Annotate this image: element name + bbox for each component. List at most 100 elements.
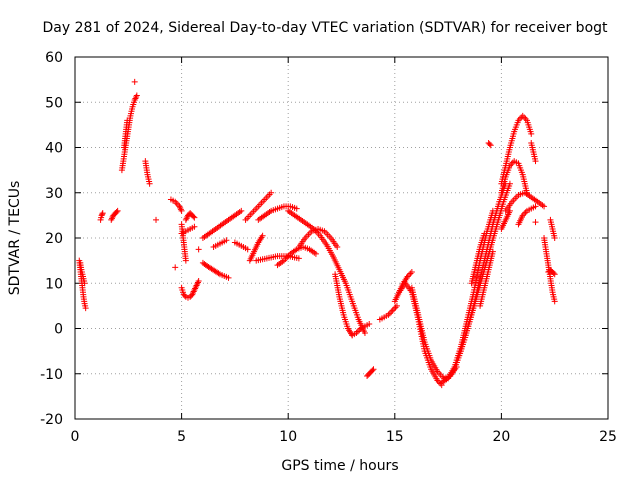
data-point — [182, 257, 189, 264]
data-point — [132, 95, 139, 102]
data-point — [388, 308, 395, 315]
data-point — [173, 200, 180, 207]
series-iso-5 — [532, 219, 539, 226]
plot-frame — [74, 56, 609, 420]
series-arc-h — [178, 277, 202, 301]
y-tick-label: -20 — [40, 412, 63, 428]
data-point — [238, 207, 245, 214]
series-arc-g — [178, 221, 189, 264]
data-point — [521, 114, 528, 121]
data-point — [532, 219, 539, 226]
series-arc-ai — [498, 112, 535, 187]
y-tick-labels: -20 -10 0 10 20 30 40 50 60 — [40, 50, 63, 428]
series-arc-d2 — [121, 117, 131, 151]
data-point — [408, 268, 415, 275]
data-point — [114, 207, 121, 214]
series-arc-aq — [547, 216, 558, 241]
x-tick-label: 5 — [177, 429, 186, 445]
data-point — [506, 180, 513, 187]
data-point — [133, 92, 140, 99]
data-point — [181, 292, 188, 299]
data-point — [334, 244, 341, 251]
data-point — [393, 302, 400, 309]
series-arc-m — [210, 237, 230, 251]
data-point — [391, 305, 398, 312]
series-arc-l — [199, 207, 245, 241]
data-point — [223, 237, 230, 244]
series-arc-al — [502, 189, 548, 214]
x-tick-labels: 0 5 10 15 20 25 — [71, 429, 617, 445]
series-arc-f — [167, 196, 185, 214]
series-arc-k — [199, 259, 232, 281]
series-arc-v — [332, 271, 356, 339]
y-tick-label: 50 — [45, 95, 63, 111]
data-point — [519, 112, 526, 119]
data-point — [293, 205, 300, 212]
y-axis-label: SDTVAR / TECUs — [7, 181, 23, 296]
series-iso-1 — [131, 78, 138, 85]
series-arc-ac — [438, 207, 496, 386]
chart-title: Day 281 of 2024, Sidereal Day-to-day VTE… — [42, 20, 608, 36]
series-arc-p — [246, 232, 266, 264]
data-point — [82, 305, 89, 312]
series-arc-n — [231, 239, 251, 253]
data-point — [532, 203, 539, 210]
data-point — [369, 367, 376, 374]
series-arc-c — [108, 207, 121, 223]
data-point — [131, 78, 138, 85]
series-arc-q — [253, 253, 302, 264]
y-tick-label: -10 — [40, 367, 63, 383]
data-point — [366, 320, 373, 327]
data-point — [295, 255, 302, 262]
data-point — [486, 141, 493, 148]
data-point — [551, 235, 558, 241]
series-iso-4 — [195, 246, 202, 253]
data-point — [215, 270, 222, 277]
series-arc-a — [76, 257, 89, 312]
series-arc-an — [515, 203, 539, 228]
series-arc-ag — [477, 248, 496, 309]
series-arc-ah — [485, 139, 494, 149]
data-point — [190, 213, 197, 220]
data-point — [195, 246, 202, 253]
series-iso-3 — [172, 264, 179, 271]
y-tick-label: 60 — [45, 50, 63, 66]
series-arc-aj — [528, 139, 539, 165]
series-arc-w — [349, 320, 373, 339]
data-point — [178, 207, 185, 214]
series-arc-x — [364, 366, 377, 380]
series-arc-d — [118, 92, 140, 174]
series-arc-u — [295, 225, 341, 251]
y-tick-label: 10 — [45, 276, 63, 292]
data-point — [259, 232, 266, 239]
data-point — [177, 206, 184, 213]
y-tick-label: 40 — [45, 141, 63, 157]
data-point — [389, 307, 396, 314]
data-point — [551, 298, 558, 305]
data-point — [99, 211, 106, 218]
x-axis-label: GPS time / hours — [281, 458, 398, 474]
data-point — [481, 230, 488, 237]
x-tick-label: 20 — [492, 429, 510, 445]
data-point — [191, 223, 198, 230]
series-arc-j — [178, 223, 198, 237]
data-point — [522, 209, 529, 216]
data-point — [541, 203, 548, 210]
data-point — [354, 328, 361, 335]
series-iso-2 — [153, 216, 160, 223]
axis-ticks — [74, 56, 609, 420]
data-point — [133, 93, 140, 100]
series-arc-e — [142, 158, 153, 187]
series-arc-af — [468, 230, 488, 287]
x-tick-label: 15 — [386, 429, 404, 445]
y-tick-label: 20 — [45, 231, 63, 247]
data-point — [506, 207, 513, 214]
series-arc-y — [376, 302, 400, 323]
data-point — [124, 117, 131, 124]
series-arc-ae — [455, 180, 513, 359]
data-point — [153, 216, 160, 223]
data-point — [487, 142, 494, 149]
data-point — [528, 130, 535, 137]
data-point — [551, 271, 558, 278]
